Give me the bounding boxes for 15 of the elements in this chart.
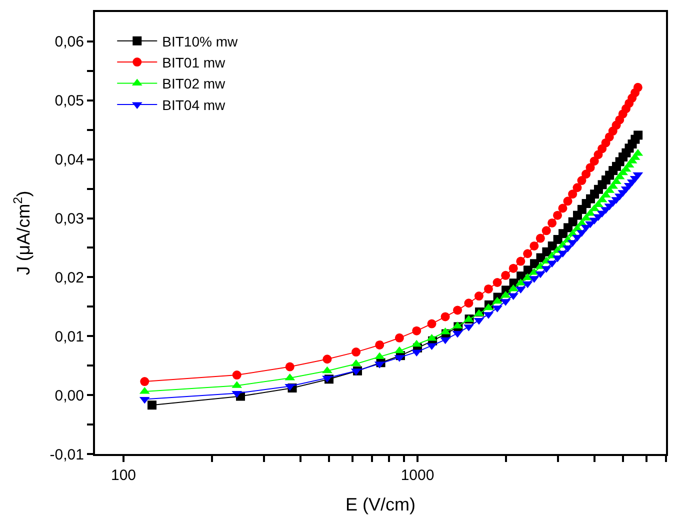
x-axis-title: E (V/cm)	[346, 494, 416, 515]
legend-label: BIT01 mw	[162, 54, 226, 71]
legend-label: BIT10% mw	[162, 33, 238, 50]
x-tick-label: 1000	[400, 467, 434, 484]
y-tick-label: 0,05	[54, 92, 84, 110]
y-tick-label: -0,01	[50, 446, 84, 464]
y-tick-label: 0,00	[54, 387, 84, 404]
y-tick-label: 0,02	[54, 269, 84, 286]
legend-label: BIT04 mw	[162, 96, 226, 113]
y-tick-label: 0,01	[54, 328, 84, 346]
y-tick-label: 0,03	[54, 210, 84, 228]
legend-label: BIT02 mw	[162, 76, 226, 92]
y-tick-label: 0,04	[54, 152, 84, 169]
y-tick-label: 0,06	[54, 34, 84, 51]
x-tick-label: 100	[110, 467, 136, 484]
